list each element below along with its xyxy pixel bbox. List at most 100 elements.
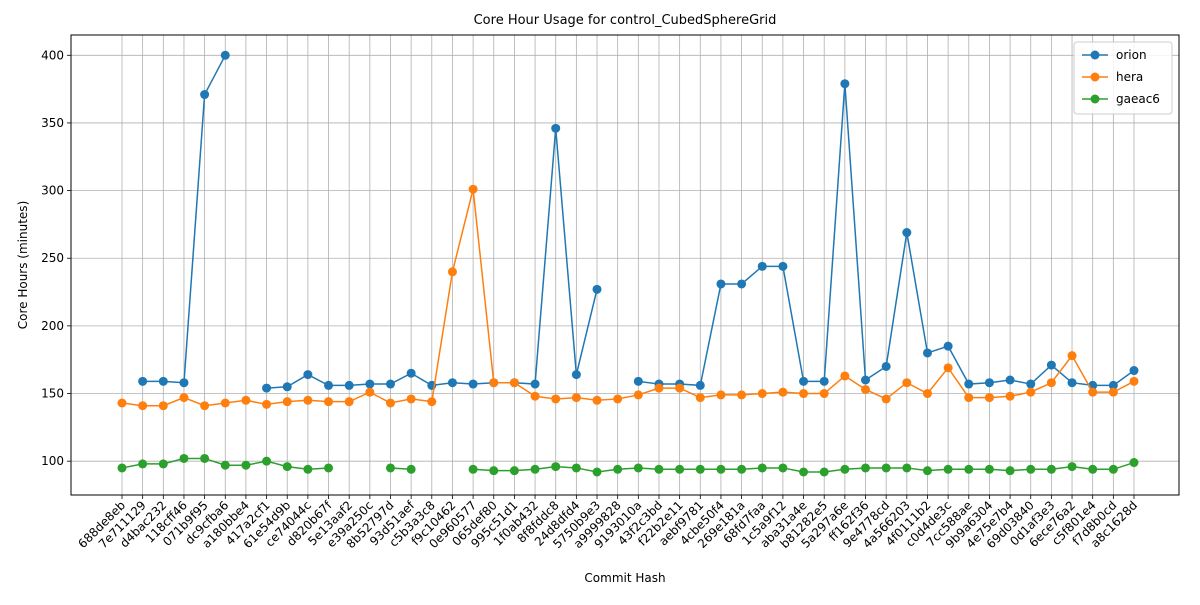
data-point-gaeac6 <box>468 464 478 474</box>
data-point-gaeac6 <box>737 464 747 474</box>
data-point-hera <box>324 397 334 407</box>
data-point-orion <box>716 279 726 289</box>
data-point-orion <box>406 368 416 378</box>
data-point-orion <box>861 375 871 385</box>
data-point-orion <box>757 261 767 271</box>
data-point-gaeac6 <box>613 464 623 474</box>
data-point-hera <box>757 389 767 399</box>
data-point-gaeac6 <box>1026 464 1036 474</box>
data-point-hera <box>881 394 891 404</box>
data-point-orion <box>324 380 334 390</box>
data-point-gaeac6 <box>117 463 127 473</box>
data-point-orion <box>1108 380 1118 390</box>
data-point-gaeac6 <box>385 463 395 473</box>
data-point-orion <box>964 379 974 389</box>
data-point-orion <box>1129 366 1139 376</box>
data-point-hera <box>138 401 148 411</box>
data-point-orion <box>633 376 643 386</box>
data-point-orion <box>571 370 581 380</box>
y-tick-label: 300 <box>41 184 64 198</box>
data-point-orion <box>778 261 788 271</box>
y-tick-label: 100 <box>41 454 64 468</box>
x-axis-label: Commit Hash <box>584 571 665 585</box>
data-point-gaeac6 <box>819 467 829 477</box>
data-point-orion <box>551 123 561 133</box>
data-point-hera <box>220 398 230 408</box>
data-point-hera <box>840 371 850 381</box>
data-point-orion <box>158 376 168 386</box>
data-point-gaeac6 <box>861 463 871 473</box>
data-point-hera <box>427 397 437 407</box>
legend-label-gaeac6: gaeac6 <box>1116 92 1160 106</box>
data-point-orion <box>468 379 478 389</box>
data-point-hera <box>1129 376 1139 386</box>
y-tick-labels: 100 150 200 250 300 350 400 <box>41 48 71 468</box>
data-point-hera <box>654 383 664 393</box>
data-point-gaeac6 <box>220 460 230 470</box>
data-point-hera <box>799 389 809 399</box>
data-point-hera <box>778 387 788 397</box>
data-point-hera <box>1026 387 1036 397</box>
data-point-hera <box>861 384 871 394</box>
data-point-gaeac6 <box>241 460 251 470</box>
y-tick-label: 400 <box>41 48 64 62</box>
legend-marker-gaeac6 <box>1090 94 1100 104</box>
data-point-hera <box>1067 351 1077 361</box>
data-point-gaeac6 <box>984 464 994 474</box>
data-point-orion <box>984 378 994 388</box>
grid-lines <box>71 35 1179 495</box>
data-point-orion <box>344 380 354 390</box>
data-point-gaeac6 <box>757 463 767 473</box>
data-point-orion <box>881 361 891 371</box>
y-tick-label: 200 <box>41 319 64 333</box>
data-point-gaeac6 <box>324 463 334 473</box>
data-point-gaeac6 <box>1108 464 1118 474</box>
y-tick-label: 350 <box>41 116 64 130</box>
data-point-hera <box>922 389 932 399</box>
data-point-hera <box>530 391 540 401</box>
legend: orion hera gaeac6 <box>1073 41 1173 115</box>
data-point-gaeac6 <box>509 466 519 476</box>
series-layer <box>117 50 1139 477</box>
data-point-hera <box>571 393 581 403</box>
data-point-hera <box>262 399 272 409</box>
data-point-hera <box>385 398 395 408</box>
data-point-gaeac6 <box>840 464 850 474</box>
data-point-orion <box>447 378 457 388</box>
y-axis-label: Core Hours (minutes) <box>16 201 30 330</box>
data-point-gaeac6 <box>592 467 602 477</box>
data-point-orion <box>530 379 540 389</box>
data-point-gaeac6 <box>262 456 272 466</box>
data-point-hera <box>509 378 519 388</box>
data-point-gaeac6 <box>922 466 932 476</box>
legend-marker-orion <box>1090 50 1100 60</box>
data-point-orion <box>902 228 912 238</box>
y-tick-label: 250 <box>41 251 64 265</box>
data-point-orion <box>1067 378 1077 388</box>
data-point-orion <box>1046 360 1056 370</box>
data-point-gaeac6 <box>633 463 643 473</box>
data-point-gaeac6 <box>716 464 726 474</box>
data-point-orion <box>179 378 189 388</box>
data-point-orion <box>737 279 747 289</box>
data-point-orion <box>922 348 932 358</box>
data-point-gaeac6 <box>778 463 788 473</box>
data-point-gaeac6 <box>551 462 561 472</box>
data-point-hera <box>406 394 416 404</box>
data-point-orion <box>282 382 292 392</box>
data-point-gaeac6 <box>179 453 189 463</box>
legend-label-hera: hera <box>1116 70 1143 84</box>
data-point-hera <box>592 395 602 405</box>
data-point-orion <box>200 90 210 100</box>
data-point-gaeac6 <box>158 459 168 469</box>
data-point-gaeac6 <box>489 466 499 476</box>
data-point-hera <box>1005 391 1015 401</box>
data-point-gaeac6 <box>303 464 313 474</box>
data-point-hera <box>1108 387 1118 397</box>
legend-label-orion: orion <box>1116 48 1147 62</box>
data-point-gaeac6 <box>1046 464 1056 474</box>
data-point-hera <box>344 397 354 407</box>
legend-marker-hera <box>1090 72 1100 82</box>
data-point-hera <box>200 401 210 411</box>
